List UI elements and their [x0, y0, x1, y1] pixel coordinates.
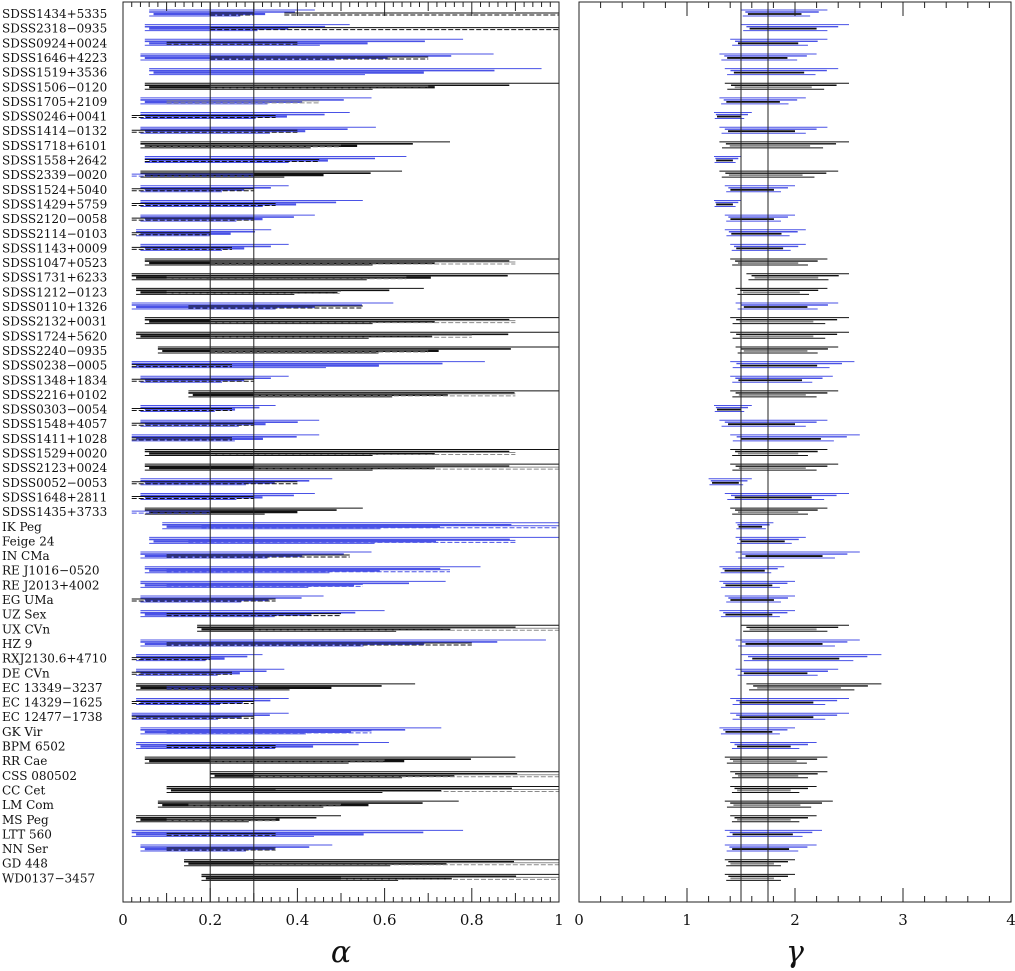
- object-label: RR Cae: [2, 754, 47, 768]
- object-label: SDSS0246+0041: [2, 110, 107, 124]
- object-label: SDSS1548+4057: [2, 417, 107, 431]
- alpha-axis-ticks: 0 0.2 0.4 0.6 0.8 1: [118, 2, 564, 929]
- object-label: SDSS1435+3733: [2, 505, 107, 519]
- object-label: MS Peg: [2, 813, 49, 827]
- object-label: SDSS1558+2642: [2, 154, 107, 168]
- object-label: EC 14329−1625: [2, 696, 103, 710]
- object-labels: SDSS1434+5335SDSS2318−0935SDSS0924+0024S…: [2, 7, 108, 885]
- object-label: SDSS1212−0123: [2, 285, 107, 299]
- object-label: BPM 6502: [2, 740, 66, 754]
- object-label: SDSS2339−0020: [2, 168, 107, 182]
- alpha-tick-label: 0.6: [373, 911, 397, 929]
- alpha-range-bars: [131, 2, 559, 902]
- gamma-tick-label: 0: [574, 911, 584, 929]
- object-label: CC Cet: [2, 783, 45, 797]
- object-label: SDSS0110+1326: [2, 300, 107, 314]
- object-label: UZ Sex: [2, 608, 47, 622]
- object-label: SDSS2216+0102: [2, 388, 107, 402]
- object-label: SDSS0303−0054: [2, 403, 108, 417]
- object-label: SDSS1524+5040: [2, 183, 107, 197]
- object-label: RXJ2130.6+4710: [2, 652, 107, 666]
- object-label: GK Vir: [2, 725, 43, 739]
- object-label: SDSS2120−0058: [2, 212, 107, 226]
- object-label: SDSS1414−0132: [2, 124, 107, 138]
- object-label: SDSS2240−0935: [2, 344, 107, 358]
- object-label: SDSS2114−0103: [2, 227, 107, 241]
- object-label: SDSS0924+0024: [2, 36, 108, 50]
- object-label: SDSS1529+0020: [2, 447, 107, 461]
- object-label: IN CMa: [2, 549, 50, 563]
- object-label: CSS 080502: [2, 769, 77, 783]
- object-label: EC 12477−1738: [2, 710, 103, 724]
- gamma-tick-label: 1: [682, 911, 692, 929]
- object-label: IK Peg: [2, 520, 42, 534]
- alpha-frame: [122, 1, 560, 903]
- object-label: EC 13349−3237: [2, 681, 103, 695]
- alpha-tick-label: 0.4: [285, 911, 309, 929]
- object-label: GD 448: [2, 857, 48, 871]
- object-label: SDSS0238−0005: [2, 359, 107, 373]
- object-label: DE CVn: [2, 666, 50, 680]
- gamma-panel: 0 1 2 3 4 γ: [574, 1, 1015, 970]
- object-label: SDSS1429+5759: [2, 197, 107, 211]
- gamma-tick-label: 3: [898, 911, 908, 929]
- object-label: LM Com: [2, 798, 54, 812]
- object-label: Feige 24: [2, 534, 55, 548]
- gamma-tick-label: 2: [790, 911, 800, 929]
- alpha-tick-label: 0.8: [460, 911, 484, 929]
- object-label: NN Ser: [2, 842, 48, 856]
- object-label: SDSS1648+2811: [2, 490, 107, 504]
- object-label: SDSS1143+0009: [2, 241, 107, 255]
- object-label: WD0137−3457: [2, 871, 95, 885]
- gamma-axis-ticks: 0 1 2 3 4: [574, 2, 1015, 929]
- gamma-axis-label: γ: [786, 935, 804, 970]
- object-label: RE J1016−0520: [2, 564, 100, 578]
- object-label: SDSS0052−0053: [2, 476, 107, 490]
- object-label: SDSS1047+0523: [2, 256, 107, 270]
- alpha-tick-label: 0.2: [198, 911, 222, 929]
- object-label: SDSS1705+2109: [2, 95, 107, 109]
- object-label: SDSS1718+6101: [2, 139, 107, 153]
- object-label: SDSS2318−0935: [2, 22, 107, 36]
- gamma-range-bars: [708, 2, 882, 902]
- object-label: SDSS1519+3536: [2, 66, 107, 80]
- object-label: SDSS1506−0120: [2, 80, 107, 94]
- object-label: LTT 560: [2, 827, 52, 841]
- gamma-frame: [578, 1, 1012, 903]
- object-label: SDSS1411+1028: [2, 432, 107, 446]
- object-label: HZ 9: [2, 637, 32, 651]
- object-label: RE J2013+4002: [2, 578, 100, 592]
- alpha-panel: 0 0.2 0.4 0.6 0.8 1 SDSS1434+5335SDSS2318−093…: [2, 1, 564, 970]
- alpha-tick-label: 1: [554, 911, 564, 929]
- object-label: UX CVn: [2, 622, 50, 636]
- object-label: SDSS2123+0024: [2, 461, 108, 475]
- object-label: SDSS1348+1834: [2, 373, 108, 387]
- object-label: EG UMa: [2, 593, 54, 607]
- object-label: SDSS1724+5620: [2, 329, 107, 343]
- object-label: SDSS1646+4223: [2, 51, 107, 65]
- gamma-tick-label: 4: [1006, 911, 1015, 929]
- alpha-tick-label: 0: [118, 911, 128, 929]
- alpha-axis-label: α: [331, 935, 351, 970]
- object-label: SDSS1731+6233: [2, 271, 107, 285]
- object-label: SDSS1434+5335: [2, 7, 107, 21]
- object-label: SDSS2132+0031: [2, 315, 107, 329]
